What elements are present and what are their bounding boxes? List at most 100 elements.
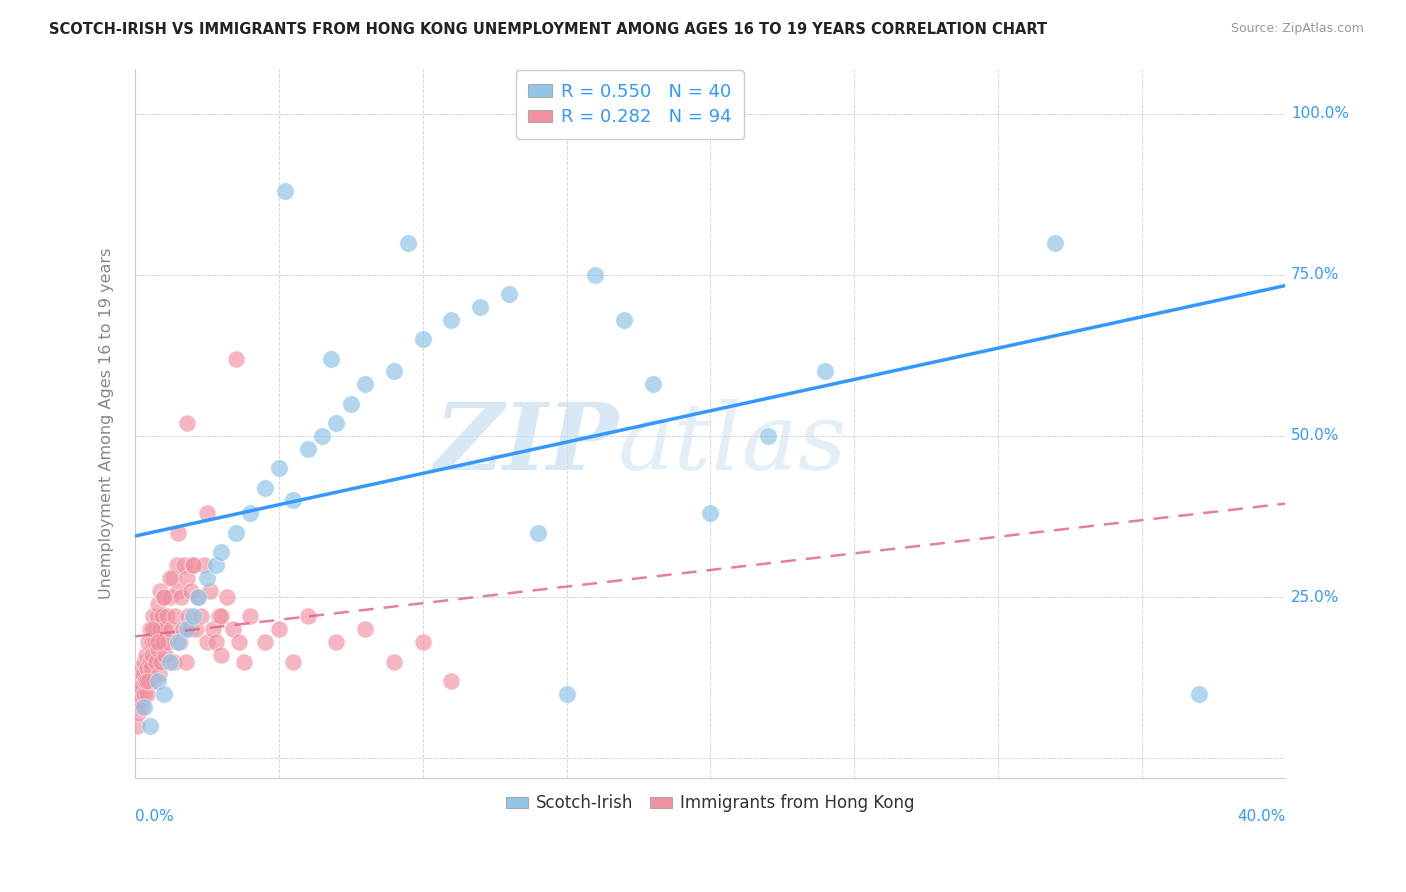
Point: [180, 583, 202, 598]
Point: [143, 635, 166, 649]
Point: [136, 635, 159, 649]
Point: [163, 655, 186, 669]
Point: [641, 377, 664, 392]
Point: [354, 377, 377, 392]
Point: [253, 635, 276, 649]
Point: [297, 442, 319, 456]
Point: [148, 673, 170, 688]
Point: [155, 648, 177, 662]
Point: [756, 429, 779, 443]
Point: [132, 687, 155, 701]
Point: [143, 623, 166, 637]
Point: [233, 655, 256, 669]
Point: [613, 313, 636, 327]
Point: [148, 635, 170, 649]
Point: [138, 655, 160, 669]
Point: [325, 416, 347, 430]
Point: [412, 635, 434, 649]
Point: [211, 609, 233, 624]
Point: [142, 673, 165, 688]
Point: [239, 609, 262, 624]
Point: [136, 687, 159, 701]
Point: [127, 706, 149, 720]
Point: [131, 661, 153, 675]
Legend: Scotch-Irish, Immigrants from Hong Kong: Scotch-Irish, Immigrants from Hong Kong: [499, 788, 921, 819]
Point: [176, 416, 198, 430]
Point: [699, 506, 721, 520]
Point: [179, 623, 201, 637]
Y-axis label: Unemployment Among Ages 16 to 19 years: Unemployment Among Ages 16 to 19 years: [100, 247, 114, 599]
Point: [172, 623, 194, 637]
Point: [159, 571, 181, 585]
Point: [267, 623, 290, 637]
Point: [169, 635, 191, 649]
Point: [132, 699, 155, 714]
Point: [412, 332, 434, 346]
Point: [311, 429, 333, 443]
Point: [129, 693, 152, 707]
Point: [526, 525, 548, 540]
Point: [165, 609, 187, 624]
Point: [177, 609, 200, 624]
Point: [253, 481, 276, 495]
Point: [325, 635, 347, 649]
Text: SCOTCH-IRISH VS IMMIGRANTS FROM HONG KONG UNEMPLOYMENT AMONG AGES 16 TO 19 YEARS: SCOTCH-IRISH VS IMMIGRANTS FROM HONG KON…: [49, 22, 1047, 37]
Point: [225, 351, 247, 366]
Point: [139, 661, 162, 675]
Point: [396, 235, 419, 250]
Point: [340, 397, 363, 411]
Point: [150, 609, 173, 624]
Point: [167, 583, 190, 598]
Text: atlas: atlas: [619, 400, 848, 490]
Point: [145, 655, 167, 669]
Point: [166, 558, 188, 572]
Point: [134, 673, 156, 688]
Point: [195, 571, 218, 585]
Point: [167, 525, 190, 540]
Point: [142, 609, 165, 624]
Text: 50.0%: 50.0%: [1291, 428, 1340, 443]
Point: [176, 571, 198, 585]
Point: [138, 673, 160, 688]
Point: [159, 590, 181, 604]
Point: [283, 655, 305, 669]
Point: [149, 623, 172, 637]
Point: [156, 609, 179, 624]
Point: [193, 558, 215, 572]
Point: [134, 655, 156, 669]
Point: [1045, 235, 1067, 250]
Point: [354, 623, 377, 637]
Point: [319, 351, 342, 366]
Point: [160, 623, 183, 637]
Point: [139, 623, 162, 637]
Text: 25.0%: 25.0%: [1291, 590, 1340, 605]
Point: [157, 635, 180, 649]
Point: [135, 648, 157, 662]
Point: [128, 673, 150, 688]
Point: [211, 648, 233, 662]
Point: [211, 545, 233, 559]
Point: [228, 635, 250, 649]
Point: [152, 590, 174, 604]
Point: [152, 635, 174, 649]
Point: [583, 268, 606, 282]
Point: [153, 687, 176, 701]
Point: [190, 609, 212, 624]
Point: [141, 635, 163, 649]
Point: [159, 655, 181, 669]
Point: [225, 525, 247, 540]
Point: [181, 558, 204, 572]
Point: [283, 493, 305, 508]
Point: [153, 623, 176, 637]
Text: 100.0%: 100.0%: [1291, 106, 1350, 121]
Text: Source: ZipAtlas.com: Source: ZipAtlas.com: [1230, 22, 1364, 36]
Point: [184, 623, 207, 637]
Point: [204, 635, 226, 649]
Point: [470, 300, 492, 314]
Text: 75.0%: 75.0%: [1291, 268, 1340, 282]
Point: [138, 719, 160, 733]
Point: [181, 558, 204, 572]
Point: [222, 623, 245, 637]
Point: [125, 719, 148, 733]
Point: [382, 655, 405, 669]
